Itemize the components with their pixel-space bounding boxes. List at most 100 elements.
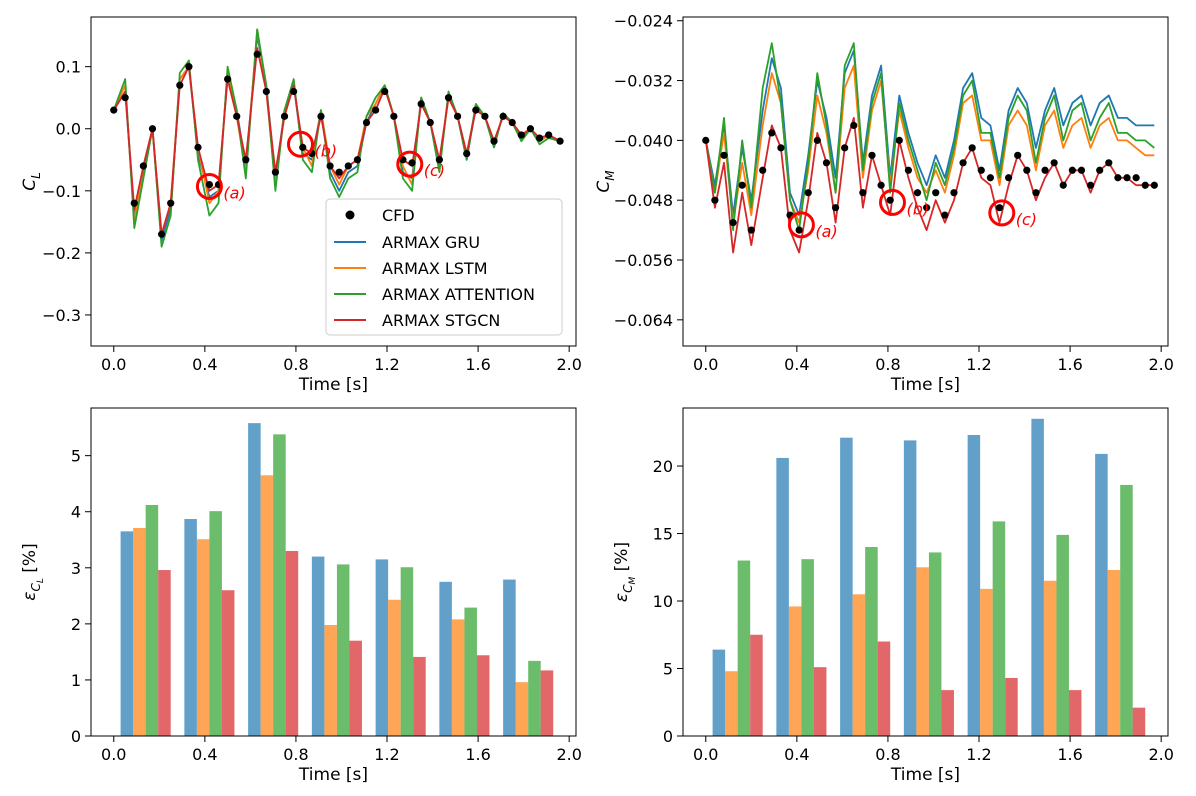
cfd-point [353, 156, 362, 164]
bar-armax-stgcn [1068, 690, 1082, 736]
x-tick-label: 0.8 [283, 355, 308, 374]
bar-armax-gru [840, 437, 853, 736]
cfd-point [747, 226, 755, 234]
cfd-point [777, 144, 785, 152]
cfd-point [290, 87, 298, 96]
x-tick-label: 2.0 [556, 355, 581, 374]
axes-frame [90, 16, 577, 347]
bar-armax-attention [801, 559, 814, 736]
bar-armax-attention [928, 552, 942, 736]
cfd-point [986, 174, 994, 182]
bar-armax-attention [1056, 534, 1069, 736]
bar-armax-gru [503, 579, 516, 736]
bar-armax-stgcn [285, 550, 299, 736]
x-tick-label: 0.0 [101, 355, 126, 374]
cfd-point [913, 189, 922, 197]
bar-armax-attention [145, 504, 159, 736]
annotation-circle [878, 188, 906, 216]
cfd-point [224, 75, 232, 83]
cfd-point [1086, 181, 1095, 189]
cfd-point [148, 125, 157, 133]
y-tick-label: −0.3 [42, 306, 81, 325]
y-axis-label: CM [594, 170, 617, 193]
bar-armax-lstm [725, 671, 738, 736]
x-tick-label: 0.8 [283, 745, 308, 764]
bar-armax-gru [712, 649, 726, 736]
x-tick-label: 1.6 [1057, 745, 1082, 764]
axes-frame [682, 16, 1169, 347]
legend-frame [325, 198, 563, 336]
axes-frame [682, 407, 1169, 737]
cfd-point [941, 211, 949, 219]
bar-armax-lstm [324, 624, 337, 736]
cfd-point [472, 106, 480, 114]
cfd-point [435, 156, 443, 164]
cfd-point [344, 162, 352, 170]
x-tick-label: 1.2 [966, 745, 991, 764]
x-tick-label: 1.6 [465, 745, 490, 764]
cfd-point [271, 168, 280, 176]
x-tick-label: 2.0 [556, 745, 581, 764]
x-tick-label: 2.0 [1148, 355, 1173, 374]
cfd-point [1114, 174, 1122, 182]
cfd-point [759, 166, 767, 174]
cfd-point [110, 106, 118, 114]
bar-armax-attention [336, 564, 350, 736]
bar-armax-gru [184, 519, 197, 736]
legend-cfd-marker [345, 210, 355, 220]
cfd-point [390, 112, 398, 120]
cfd-point [886, 196, 894, 204]
cfd-point [831, 204, 840, 212]
cfd-point [923, 204, 931, 212]
legend: CFD ARMAX GRU ARMAX LSTM ARMAX ATTENTION… [325, 198, 563, 336]
cfd-point [176, 81, 184, 89]
cfd-point [194, 143, 202, 151]
cfd-point [453, 112, 462, 120]
bar-armax-attention [865, 547, 878, 736]
y-tick-label: −0.048 [614, 191, 673, 210]
y-axis-label: CL [20, 172, 43, 191]
cfd-point [1032, 189, 1040, 197]
y-tick-label: −0.056 [614, 251, 673, 270]
series-line-armax-lstm [704, 64, 1155, 224]
x-tick-label: 1.6 [465, 355, 490, 374]
bar-armax-gru [776, 457, 789, 736]
cl-error-bar-chart-panel: 0.0 0.4 0.8 1.2 1.6 2.0 0 1 2 3 4 5 Time [s] εCL [%] [20, 407, 582, 785]
y-tick-label: 0 [71, 727, 81, 746]
bar-armax-gru [248, 423, 261, 736]
cfd-point [157, 230, 166, 238]
cfd-point [859, 189, 867, 197]
cfd-point [1150, 181, 1158, 189]
x-tick-label: 0.0 [101, 745, 126, 764]
cfd-point [317, 112, 325, 120]
bar-armax-gru [903, 440, 917, 736]
bar-armax-stgcn [1132, 707, 1146, 736]
cfd-point [995, 204, 1004, 212]
x-tick-label: 0.4 [784, 745, 809, 764]
bar-armax-lstm [1107, 569, 1121, 736]
bar-armax-stgcn [941, 690, 954, 736]
cfd-point [556, 137, 564, 145]
annotation-label: (a) [223, 183, 245, 202]
x-axis-label: Time [s] [890, 765, 960, 785]
cfd-point [372, 106, 380, 114]
cfd-point [711, 196, 719, 204]
cfd-point [262, 87, 270, 96]
bar-armax-gru [1031, 418, 1044, 736]
y-tick-label: 0 [663, 727, 673, 746]
series-line-armax-gru [704, 49, 1155, 217]
cl-chart-panel: 0.0 0.4 0.8 1.2 1.6 2.0 0.1 0.0 −0.1 −0.2 −0.3 Time… [20, 16, 582, 395]
cfd-point [1123, 174, 1131, 182]
cfd-point [526, 125, 535, 133]
bar-armax-lstm [451, 619, 465, 736]
annotation-label: (c) [424, 161, 445, 180]
cfd-point [242, 156, 250, 164]
cfd-point [205, 181, 214, 189]
cfd-point [417, 100, 425, 108]
cfd-point [233, 112, 241, 120]
cfd-point [1132, 174, 1140, 182]
cfd-point [702, 136, 710, 144]
bar-armax-lstm [133, 527, 146, 736]
bar-armax-gru [120, 531, 134, 736]
cfd-point [517, 131, 525, 139]
